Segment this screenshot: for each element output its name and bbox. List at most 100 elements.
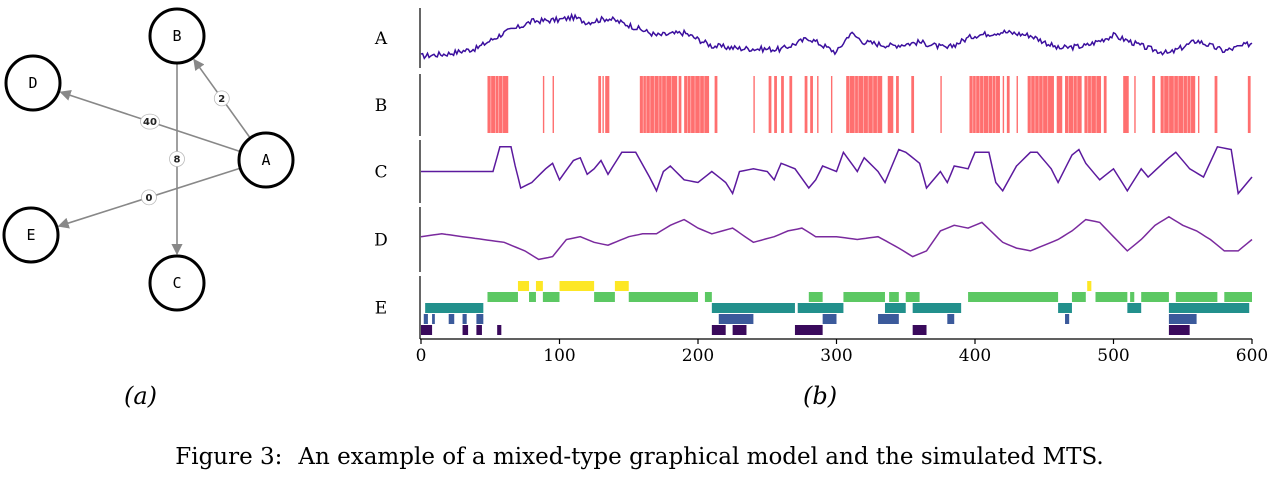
row-E: E xyxy=(375,276,1252,339)
graph-nodes: B D A E C xyxy=(2,7,295,312)
series-E-level-3-segment xyxy=(1071,292,1086,302)
series-B-segment xyxy=(487,76,509,133)
x-tick-label: 100 xyxy=(543,346,575,366)
series-E-level-3-segment xyxy=(1224,292,1252,302)
graph-edges: 2 40 0 8 xyxy=(57,58,251,256)
timeseries-rows: A B C D E xyxy=(374,8,1253,339)
series-B-segment xyxy=(804,76,808,133)
series-B-segment xyxy=(639,76,678,133)
series-E-level-1-segment xyxy=(423,314,428,324)
series-E-level-0-segment xyxy=(476,325,482,335)
series-B-segment xyxy=(1016,76,1018,133)
series-B-segment xyxy=(714,76,718,133)
series-E-level-2-segment xyxy=(1127,303,1142,313)
series-B-segment xyxy=(1006,76,1010,133)
x-tick-label: 300 xyxy=(820,346,852,366)
node-A: A xyxy=(237,131,295,189)
series-E-level-3-segment xyxy=(704,292,712,302)
node-label: D xyxy=(28,74,37,92)
series-B-segment xyxy=(605,76,610,133)
series-B-segment xyxy=(1197,76,1200,133)
row-label-A: A xyxy=(374,29,388,49)
series-E-level-3-segment xyxy=(1175,292,1218,302)
series-B-segment xyxy=(781,76,784,133)
series-B-segment xyxy=(602,76,604,133)
series-B-segment xyxy=(542,76,545,133)
series-B-segment xyxy=(1160,76,1196,133)
series-B-segment xyxy=(1152,76,1156,133)
edge-weight-B-C: 8 xyxy=(169,151,185,167)
series-E-level-2-segment xyxy=(425,303,484,313)
x-tick-label: 400 xyxy=(959,346,991,366)
node-D: D xyxy=(4,54,62,112)
row-C: C xyxy=(374,140,1253,203)
series-E-level-4-segment xyxy=(517,281,530,291)
series-E-level-2-segment xyxy=(912,303,962,313)
series-B-segment xyxy=(598,76,602,133)
series-E-level-2-segment xyxy=(1168,303,1250,313)
series-E-level-0-segment xyxy=(421,325,433,335)
row-label-D: D xyxy=(374,231,388,251)
node-label: C xyxy=(172,274,181,292)
series-E-level-1-segment xyxy=(718,314,754,324)
series-B-segment xyxy=(940,76,942,133)
x-tick-100: 100 xyxy=(543,339,576,366)
series-E-level-2-segment xyxy=(797,303,844,313)
series-B-segment xyxy=(1027,76,1054,133)
row-label-C: C xyxy=(374,163,387,183)
series-B-segment xyxy=(768,76,772,133)
series-E-level-3-segment xyxy=(905,292,920,302)
row-label-E: E xyxy=(375,299,387,319)
caption-text: An example of a mixed-type graphical mod… xyxy=(298,444,1104,470)
series-E-level-1-segment xyxy=(1065,314,1070,324)
node-label: B xyxy=(172,27,181,45)
series-B-segment xyxy=(911,76,915,133)
series-E-level-2-segment xyxy=(711,303,795,313)
series-B-segment xyxy=(830,76,833,133)
series-E-level-2-segment xyxy=(884,303,906,313)
edge-weight-label: 40 xyxy=(143,117,157,128)
x-tick-500: 500 xyxy=(1097,339,1130,366)
series-E-level-2-segment xyxy=(1058,303,1072,313)
series-B-segment xyxy=(817,76,819,133)
series-B-segment xyxy=(552,76,554,133)
series-E-level-0-segment xyxy=(912,325,927,335)
series-B-segment xyxy=(896,76,899,133)
series-B-segment xyxy=(1065,76,1082,133)
edge-weight-label: 8 xyxy=(174,155,181,166)
series-E-level-1-segment xyxy=(1168,314,1197,324)
series-E-level-0-segment xyxy=(794,325,823,335)
caption-number: Figure 3: xyxy=(175,444,283,470)
edge-weight-label: 2 xyxy=(218,94,225,105)
x-tick-label: 600 xyxy=(1236,346,1268,366)
series-B-segment xyxy=(1103,76,1107,133)
x-tick-label: 0 xyxy=(416,346,427,366)
series-E-level-4-segment xyxy=(614,281,629,291)
series-B-segment xyxy=(1056,76,1063,133)
series-B-segment xyxy=(810,76,813,133)
row-D: D xyxy=(374,207,1253,272)
x-tick-label: 200 xyxy=(682,346,714,366)
series-E-level-4-segment xyxy=(1087,281,1092,291)
x-axis-ticks: 0 100 200 300 400 500 600 xyxy=(416,339,1268,366)
series-B-segment xyxy=(1214,76,1218,133)
x-tick-0: 0 xyxy=(416,339,427,366)
series-E-level-1-segment xyxy=(476,314,484,324)
series-E-level-3-segment xyxy=(843,292,885,302)
series-E-level-3-segment xyxy=(542,292,560,302)
edge-weight-A-B: 2 xyxy=(213,90,230,107)
series-E-level-1-segment xyxy=(462,314,467,324)
series-B-segment xyxy=(1134,76,1136,133)
series-E-level-4-segment xyxy=(559,281,595,291)
node-label: E xyxy=(26,226,35,244)
series-B-segment xyxy=(887,76,894,133)
series-A-line xyxy=(420,12,1253,60)
series-E-level-3-segment xyxy=(628,292,698,302)
x-tick-200: 200 xyxy=(682,339,714,366)
series-B-segment xyxy=(969,76,1000,133)
node-E: E xyxy=(2,206,60,264)
series-C-line xyxy=(421,145,1253,196)
panel-label-b: (b) xyxy=(803,382,838,410)
node-label: A xyxy=(261,151,270,169)
